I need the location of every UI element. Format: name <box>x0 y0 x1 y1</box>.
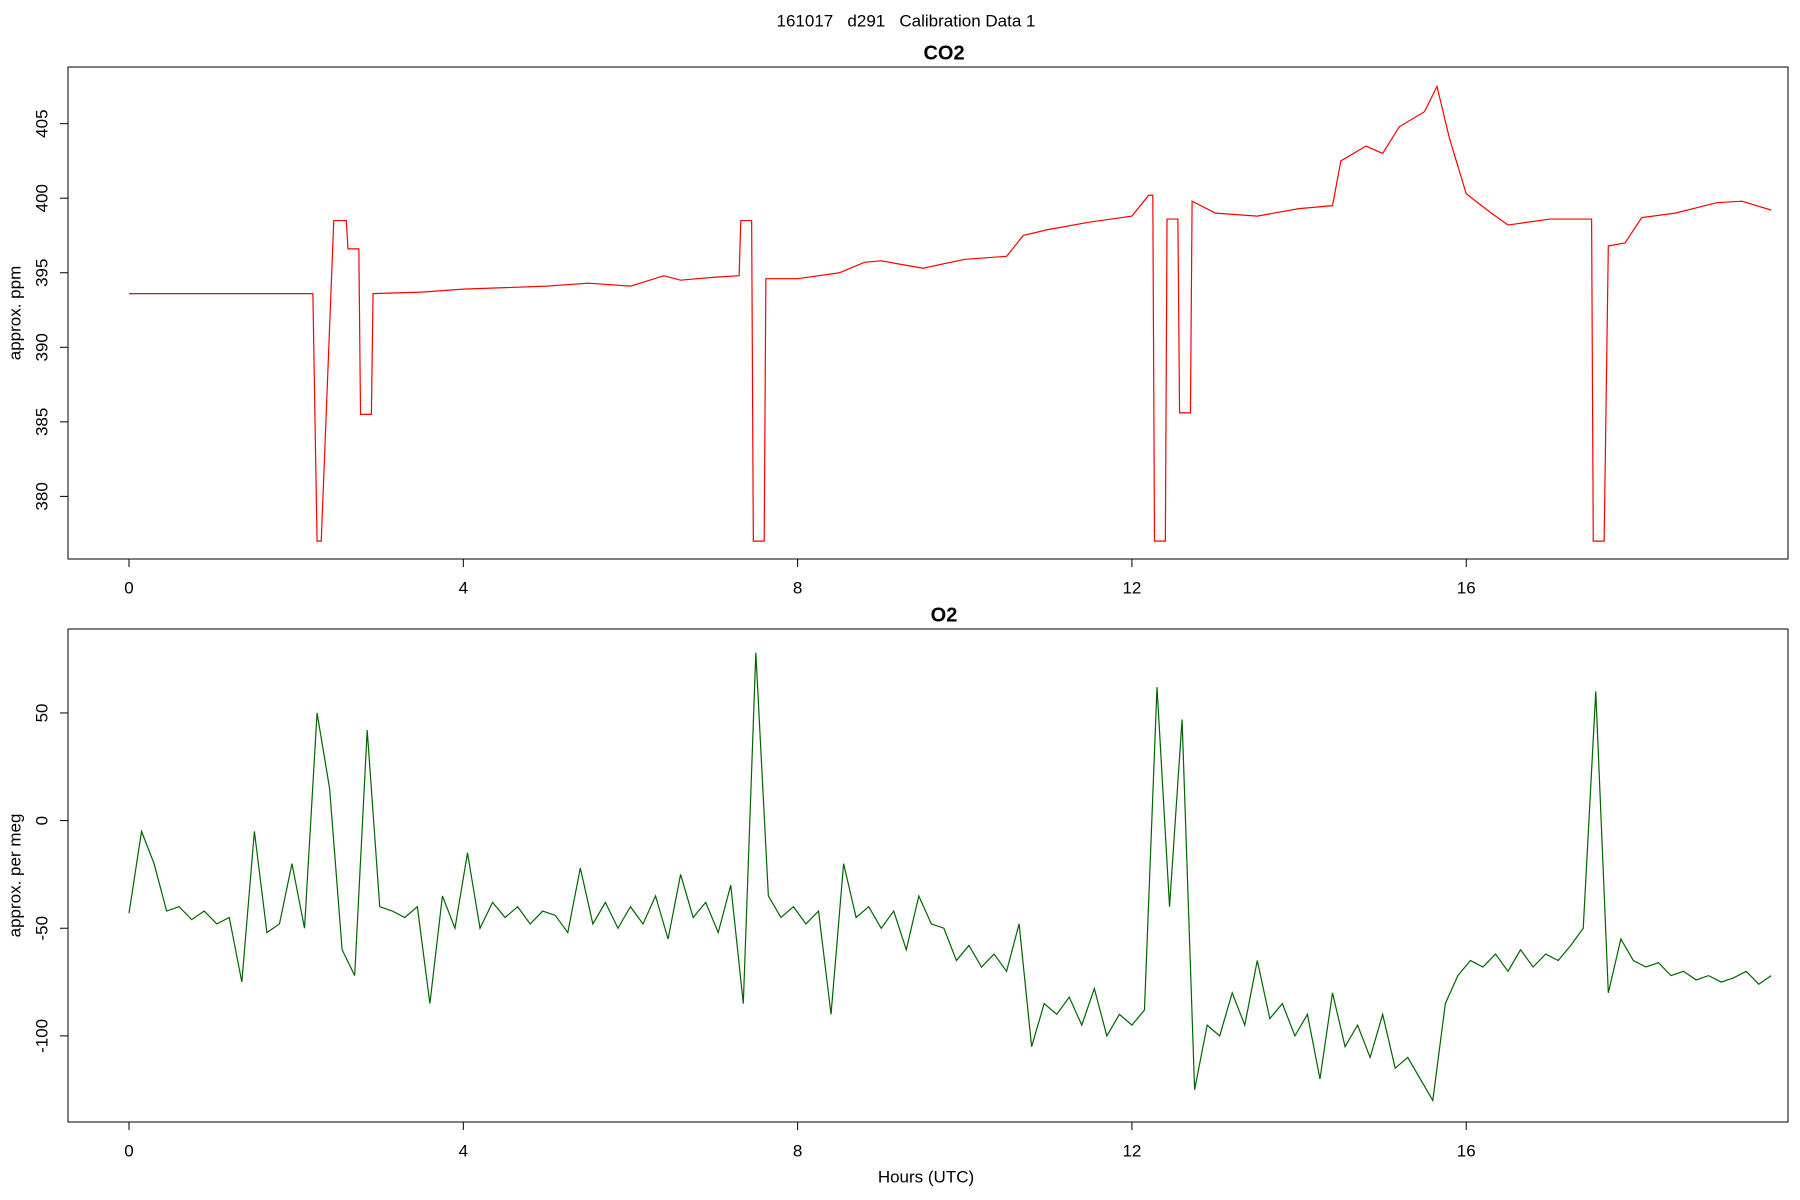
y-tick-label: 380 <box>32 482 51 510</box>
plot-frame <box>67 628 1789 1123</box>
y-tick-label: 0 <box>32 816 51 825</box>
x-tick-label: 8 <box>793 578 802 597</box>
y-tick-label: 400 <box>32 184 51 212</box>
chart-title: O2 <box>931 604 958 626</box>
plot-frame <box>67 66 1789 560</box>
x-tick-label: 16 <box>1457 578 1476 597</box>
x-tick-label: 8 <box>793 1141 802 1160</box>
x-tick-label: 16 <box>1457 1141 1476 1160</box>
data-line <box>129 84 1772 542</box>
y-tick-label: 395 <box>32 259 51 287</box>
x-tick-label: 4 <box>459 1141 468 1160</box>
x-tick-label: 12 <box>1122 1141 1141 1160</box>
y-axis-label: approx. ppm <box>5 266 24 361</box>
y-tick-label: 390 <box>32 333 51 361</box>
y-axis-label: approx. per meg <box>5 814 24 938</box>
y-tick-label: 405 <box>32 109 51 137</box>
x-tick-label: 12 <box>1122 578 1141 597</box>
y-tick-label: -50 <box>32 916 51 941</box>
y-tick-label: 385 <box>32 408 51 436</box>
figure-title: 161017 d291 Calibration Data 1 <box>777 11 1036 30</box>
x-tick-label: 0 <box>124 1141 133 1160</box>
y-tick-label: -100 <box>32 1019 51 1053</box>
x-tick-label: 0 <box>124 578 133 597</box>
data-line <box>128 652 1772 1103</box>
y-tick-label: 50 <box>32 703 51 722</box>
x-axis-label: Hours (UTC) <box>878 1167 974 1186</box>
x-tick-label: 4 <box>459 578 468 597</box>
chart-title: CO2 <box>923 42 964 64</box>
